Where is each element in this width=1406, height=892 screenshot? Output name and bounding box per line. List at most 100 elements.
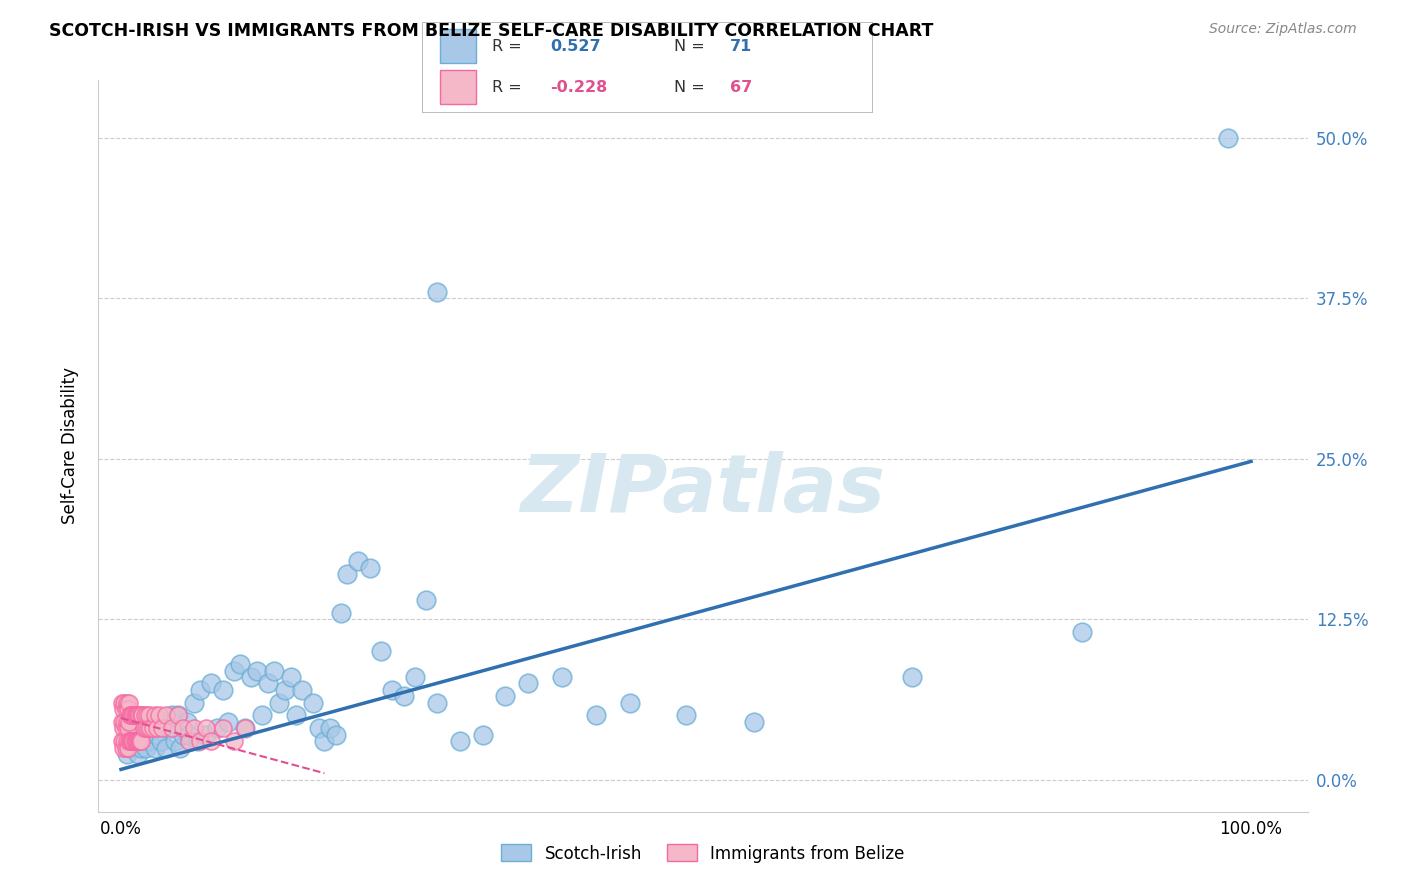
Point <box>901 670 924 684</box>
Point <box>131 734 153 748</box>
Point <box>165 734 187 748</box>
Point <box>121 734 143 748</box>
Point <box>127 747 149 761</box>
Point <box>150 721 173 735</box>
Point <box>308 721 330 735</box>
Point <box>274 682 297 697</box>
Text: 71: 71 <box>730 39 752 54</box>
Point <box>138 734 160 748</box>
Point <box>115 734 138 748</box>
Point <box>131 708 153 723</box>
Point <box>114 721 136 735</box>
Point <box>280 670 302 684</box>
Point <box>114 740 136 755</box>
Legend: Scotch-Irish, Immigrants from Belize: Scotch-Irish, Immigrants from Belize <box>495 838 911 869</box>
Point <box>188 734 211 748</box>
Point <box>125 734 148 748</box>
Text: ZIPatlas: ZIPatlas <box>520 450 886 529</box>
Point <box>742 714 765 729</box>
Point <box>426 696 449 710</box>
Point <box>125 708 148 723</box>
Point <box>494 690 516 704</box>
Point <box>111 696 134 710</box>
Point <box>1218 131 1240 145</box>
Text: N =: N = <box>673 39 710 54</box>
Point <box>551 670 574 684</box>
Point <box>240 670 263 684</box>
Bar <box>440 29 475 63</box>
Text: 0.527: 0.527 <box>550 39 600 54</box>
Point <box>347 554 370 568</box>
Text: R =: R = <box>492 80 526 95</box>
Point <box>134 708 156 723</box>
Point <box>120 708 142 723</box>
Point <box>132 728 155 742</box>
Point <box>325 728 347 742</box>
Point <box>135 721 157 735</box>
Point <box>142 721 165 735</box>
Point <box>117 721 139 735</box>
Point <box>194 728 217 742</box>
Point <box>222 664 245 678</box>
Point <box>120 734 142 748</box>
Point <box>112 740 135 755</box>
Point <box>359 561 381 575</box>
Point <box>120 734 142 748</box>
Point <box>330 606 353 620</box>
Point <box>194 721 217 735</box>
Point <box>143 708 166 723</box>
Point <box>449 734 471 748</box>
Point <box>187 734 209 748</box>
Point <box>404 670 426 684</box>
Point <box>131 740 153 755</box>
Point <box>619 696 641 710</box>
Point <box>112 714 135 729</box>
Point <box>1070 625 1092 640</box>
Point <box>176 714 198 729</box>
Point <box>124 708 146 723</box>
Point <box>122 734 145 748</box>
Point <box>157 721 180 735</box>
Point <box>121 708 143 723</box>
Point <box>118 714 141 729</box>
Point <box>135 740 157 755</box>
Point <box>585 708 607 723</box>
Point <box>124 734 146 748</box>
Point <box>269 696 291 710</box>
Point <box>291 682 314 697</box>
Point <box>120 708 142 723</box>
Point <box>143 740 166 755</box>
Point <box>111 714 134 729</box>
Point <box>166 708 188 723</box>
Point <box>200 734 222 748</box>
Point <box>112 702 135 716</box>
Point <box>211 682 233 697</box>
Point <box>115 714 138 729</box>
Point <box>139 721 162 735</box>
Bar <box>440 70 475 104</box>
Point <box>172 728 194 742</box>
Point <box>675 708 697 723</box>
Point <box>222 734 245 748</box>
Point <box>217 714 239 729</box>
Point <box>121 734 143 748</box>
Point <box>381 682 404 697</box>
Point <box>125 734 148 748</box>
Point <box>120 740 142 755</box>
Point <box>146 728 169 742</box>
Point <box>125 708 148 723</box>
Point <box>112 721 135 735</box>
Point <box>257 676 280 690</box>
Point <box>149 734 172 748</box>
Point <box>252 708 274 723</box>
Point <box>136 721 159 735</box>
Point <box>172 721 194 735</box>
Point <box>160 708 183 723</box>
Point <box>122 708 145 723</box>
Point <box>169 740 191 755</box>
Point <box>148 708 170 723</box>
Point <box>115 696 138 710</box>
Point <box>183 696 205 710</box>
Point <box>127 708 149 723</box>
Point <box>132 721 155 735</box>
